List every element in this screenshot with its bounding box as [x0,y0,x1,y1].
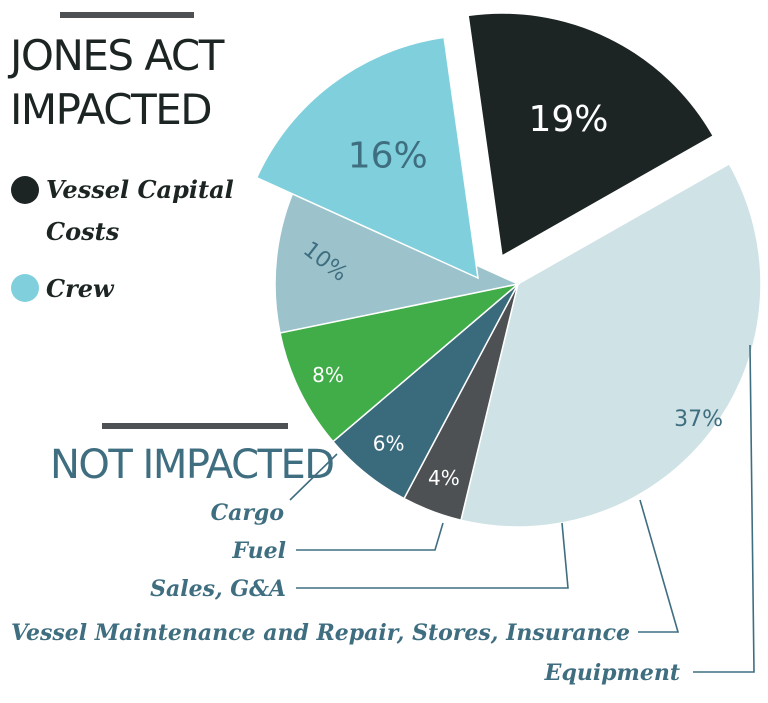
leader-line-maintenance [638,499,680,633]
pie-slices [255,12,762,528]
leader-lines [289,344,755,673]
slice-label-equipment: 37% [674,407,723,432]
slice-label-vessel-capital-costs: 19% [528,99,608,140]
legend-label-vessel-capital-costs-line-2: Costs [46,217,120,246]
category-label-cargo: Cargo [211,500,284,526]
legend-label-crew: Crew [46,274,115,303]
not-impacted-heading-rule [102,423,288,429]
leader-line-fuel [296,522,444,551]
not-impacted-heading: NOT IMPACTED [50,442,334,488]
pie-slice-equipment [460,162,762,528]
category-label-equipment: Equipment [544,660,680,686]
pie-slice-labels: 19%37%4%6%8%10%16% [298,99,723,490]
category-label-fuel: Fuel [231,538,286,564]
slice-label-fuel: 8% [312,363,344,387]
leader-line-equipment [693,344,755,673]
leader-line-cargo [289,453,338,501]
category-label-maintenance: Vessel Maintenance and Repair, Stores, I… [11,620,630,646]
impacted-heading-line-2: IMPACTED [10,85,211,134]
pie-slice-crew [255,36,479,280]
legend-swatch-vessel-capital-costs [11,176,39,204]
pie-slice-vessel-capital-costs [467,12,715,258]
impacted-heading-rule [60,12,194,18]
slice-label-sales-g-a: 6% [373,432,405,456]
leader-line-sales [296,522,569,589]
slice-label-crew: 16% [348,135,428,176]
category-label-sales: Sales, G&A [150,576,286,602]
legend-swatch-crew [11,274,39,302]
slice-label-vessel-maintenance-and-repair-stores-insurance: 4% [428,466,460,490]
legend-label-vessel-capital-costs-line-1: Vessel Capital [46,175,234,204]
pie-slice-fuel [279,283,519,443]
impacted-heading-line-1: JONES ACT [7,31,225,80]
